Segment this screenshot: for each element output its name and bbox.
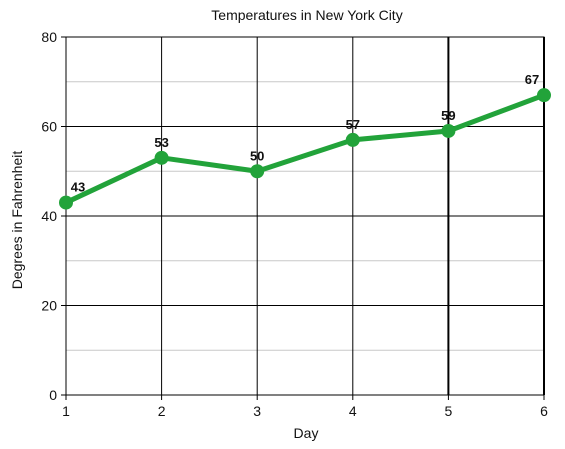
x-tick-label: 1	[62, 403, 70, 419]
data-label: 67	[525, 72, 539, 87]
y-tick-label: 20	[41, 298, 57, 314]
y-tick-label: 80	[41, 29, 57, 45]
minor-gridlines	[66, 81, 544, 351]
x-tick-label: 2	[158, 403, 166, 419]
x-tick-label: 5	[445, 403, 453, 419]
data-points	[59, 88, 551, 210]
data-point	[154, 150, 169, 165]
data-point	[537, 88, 551, 103]
data-label: 59	[441, 108, 455, 123]
data-point	[441, 123, 456, 138]
x-tick-label: 4	[349, 403, 357, 419]
data-label: 43	[71, 180, 85, 195]
data-label: 50	[250, 148, 264, 163]
data-point	[250, 164, 265, 179]
data-label: 57	[346, 117, 360, 132]
series-line	[63, 92, 547, 206]
y-tick-label: 60	[41, 119, 57, 135]
x-axis-ticks: 1 2 3 4 5 6	[62, 395, 548, 419]
data-labels: 43 53 50 57 59 67	[71, 72, 539, 194]
x-axis-label: Day	[294, 425, 319, 441]
data-label: 53	[154, 135, 168, 150]
chart-title: Temperatures in New York City	[211, 7, 402, 23]
data-point	[59, 195, 73, 210]
major-gridlines	[65, 36, 545, 396]
data-point	[345, 132, 360, 147]
x-tick-label: 6	[540, 403, 548, 419]
y-tick-label: 40	[41, 208, 57, 224]
y-tick-label: 0	[49, 387, 57, 403]
y-axis-ticks: 0 20 40 60 80	[41, 29, 66, 403]
y-axis-label: Degrees in Fahrenheit	[9, 151, 25, 290]
x-tick-label: 3	[253, 403, 261, 419]
